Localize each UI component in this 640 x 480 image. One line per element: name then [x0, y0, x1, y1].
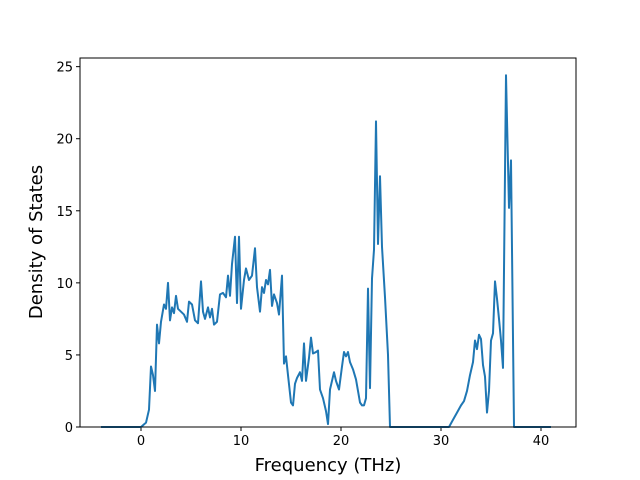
y-tick-label: 15 [56, 205, 73, 220]
data-line [101, 74, 551, 428]
x-tick-label: 30 [433, 434, 450, 449]
x-tick-label: 40 [533, 434, 550, 449]
x-tick-label: 20 [333, 434, 350, 449]
x-axis-label: Frequency (THz) [255, 455, 402, 476]
y-tick-label: 5 [65, 349, 73, 364]
y-tick-label: 0 [65, 421, 73, 436]
x-tick-label: 10 [233, 434, 250, 449]
y-tick-label: 20 [56, 133, 73, 148]
plot-frame [79, 57, 577, 428]
y-tick-label: 10 [56, 277, 73, 292]
x-tick-label: 0 [137, 434, 145, 449]
y-tick-label: 25 [56, 61, 73, 76]
y-axis-label: Density of States [26, 165, 47, 319]
